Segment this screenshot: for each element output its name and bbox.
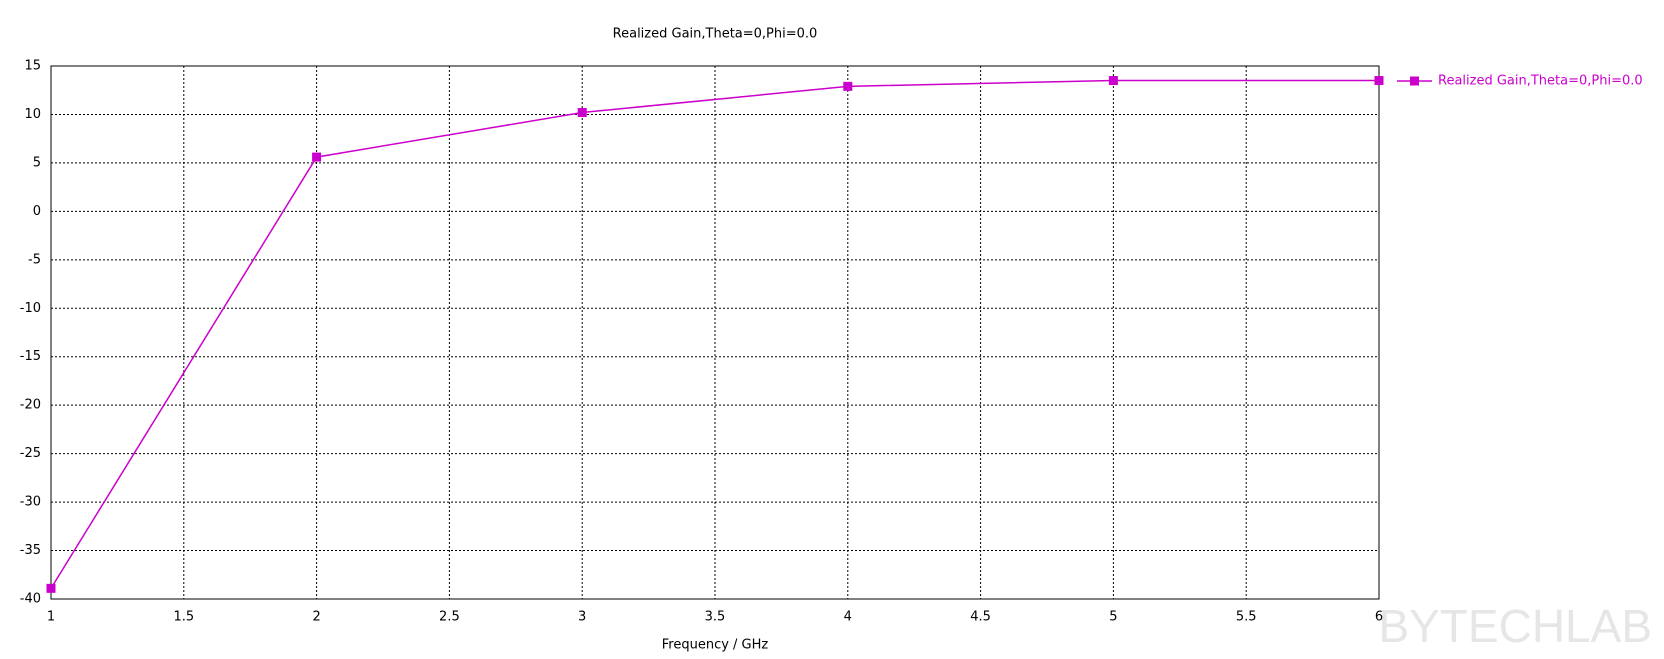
- legend-label: Realized Gain,Theta=0,Phi=0.0: [1438, 74, 1643, 89]
- y-tick-label: 0: [33, 204, 41, 219]
- x-tick-label: 4.5: [970, 610, 991, 625]
- x-tick-label: 6: [1375, 610, 1383, 625]
- plot-frame: [50, 65, 1380, 600]
- y-tick-label: -35: [20, 543, 41, 558]
- point-marker: [843, 81, 853, 91]
- y-tick-label: -15: [20, 349, 41, 364]
- x-tick-label: 2: [312, 610, 320, 625]
- y-tick-label: 5: [33, 155, 41, 170]
- point-marker: [1374, 76, 1384, 86]
- y-tick-label: -25: [20, 446, 41, 461]
- point-marker: [46, 583, 56, 593]
- point-marker: [312, 152, 322, 162]
- x-tick-label: 5.5: [1236, 610, 1257, 625]
- x-axis-label: Frequency / GHz: [662, 638, 769, 653]
- x-tick-label: 1: [47, 610, 55, 625]
- y-tick-label: -30: [20, 495, 41, 510]
- x-tick-label: 3: [578, 610, 586, 625]
- y-tick-label: -10: [20, 301, 41, 316]
- chart-title: Realized Gain,Theta=0,Phi=0.0: [613, 27, 818, 42]
- legend-marker: [1410, 76, 1419, 86]
- y-tick-label: -40: [20, 592, 41, 607]
- y-tick-label: -20: [20, 398, 41, 413]
- point-marker: [1108, 76, 1118, 86]
- y-tick-label: -5: [28, 252, 41, 267]
- point-marker: [577, 108, 587, 118]
- y-tick-label: 10: [24, 107, 41, 122]
- x-tick-label: 5: [1109, 610, 1117, 625]
- series-line: [50, 79, 1379, 589]
- y-tick-label: 15: [24, 59, 41, 74]
- x-tick-label: 4: [844, 610, 852, 625]
- x-tick-label: 1.5: [173, 610, 194, 625]
- watermark: BYTECHLAB: [1378, 600, 1652, 652]
- x-tick-label: 3.5: [705, 610, 726, 625]
- x-tick-label: 2.5: [439, 610, 460, 625]
